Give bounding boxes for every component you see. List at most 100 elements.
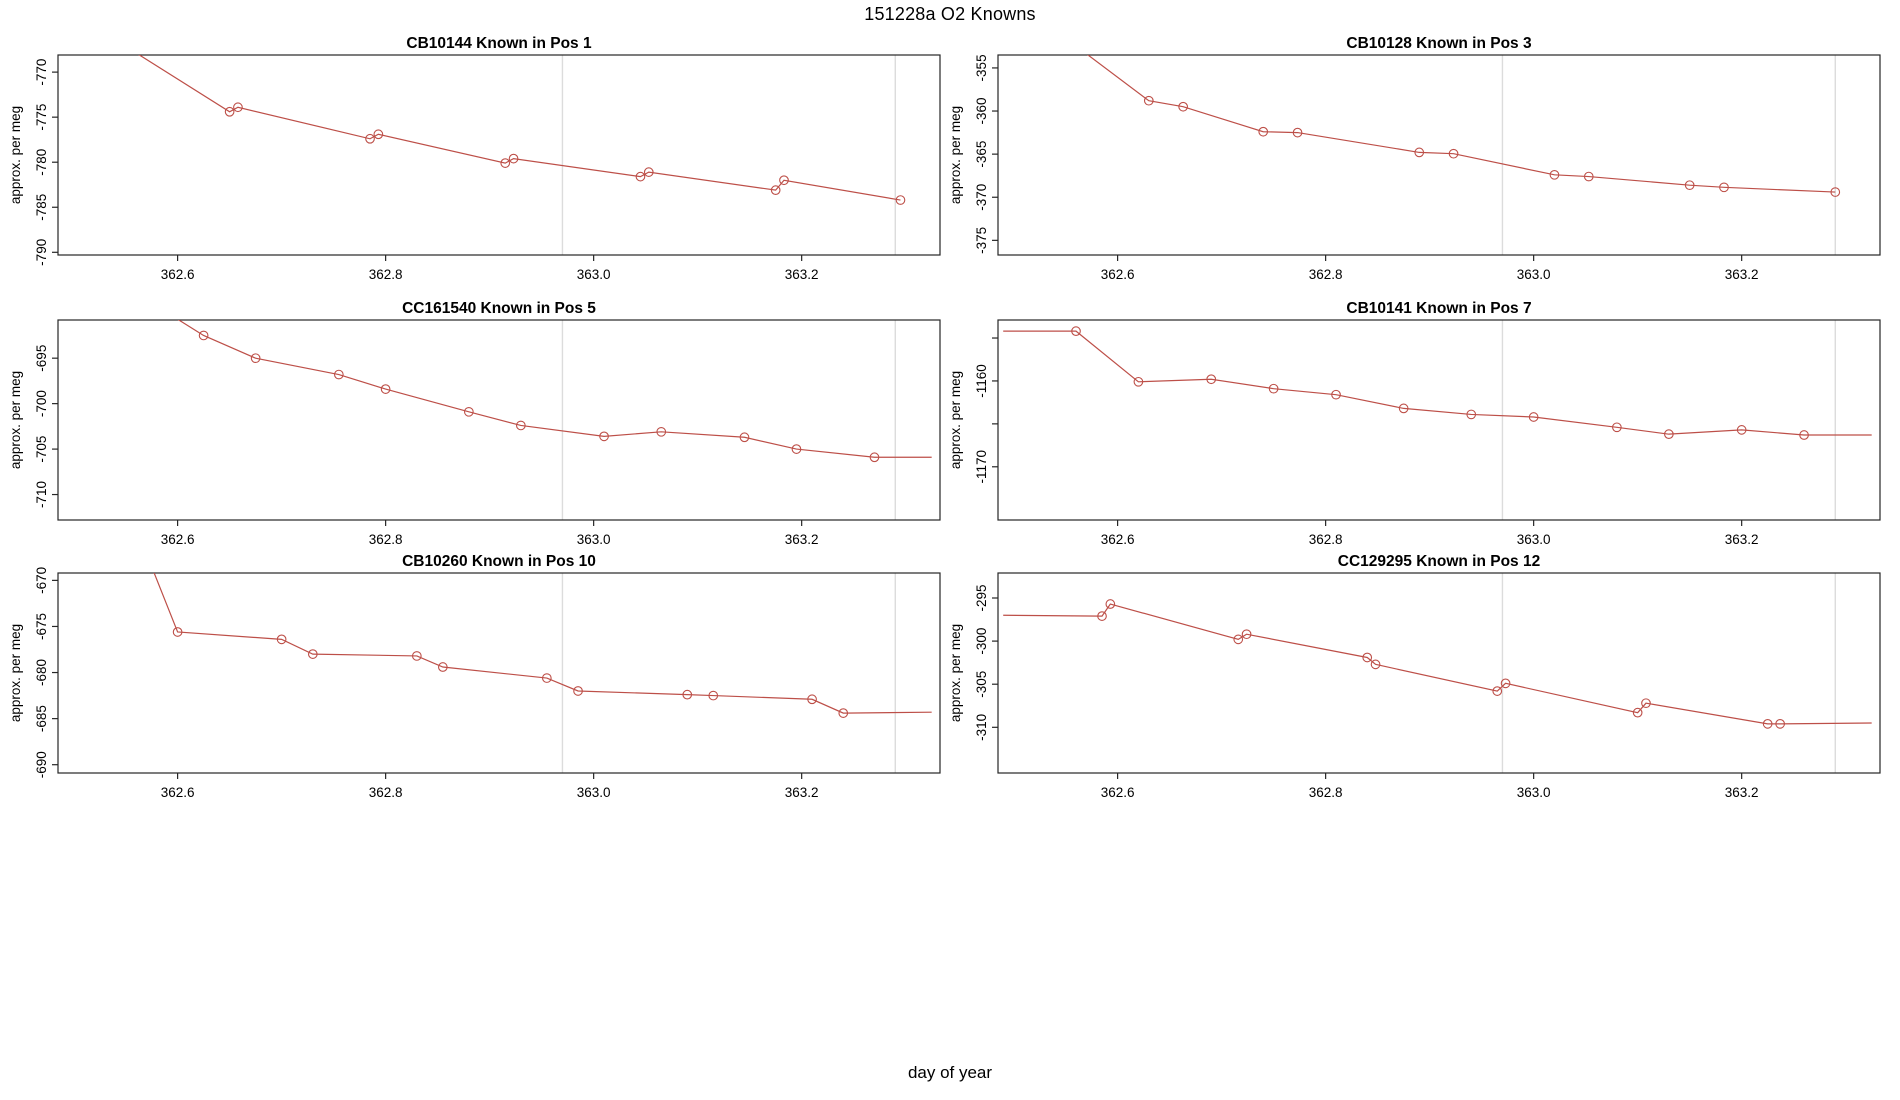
data-point-marker xyxy=(1632,707,1643,718)
data-line xyxy=(1003,330,1872,436)
data-point-marker xyxy=(224,106,235,117)
data-point-marker xyxy=(1466,409,1477,420)
y-axis-label: approx. per meg xyxy=(8,624,23,722)
data-point-marker xyxy=(1292,127,1303,138)
x-tick-label: 363.0 xyxy=(577,532,611,547)
x-tick-label: 363.0 xyxy=(1517,785,1551,800)
chart-panel: 362.6 362.8 363.0 363.2 -670 -675 -680 -685 -690… xyxy=(8,553,941,800)
series-group xyxy=(153,573,932,718)
data-point-marker xyxy=(791,444,802,454)
y-tick-label: -780 xyxy=(34,149,49,176)
plot-box xyxy=(997,572,1881,774)
x-tick-label: 362.8 xyxy=(369,785,403,800)
data-point-marker xyxy=(1762,719,1773,729)
x-tick-label: 362.6 xyxy=(161,532,195,547)
data-point-marker xyxy=(233,102,243,113)
data-point-marker xyxy=(1398,403,1409,414)
x-tick-label: 362.8 xyxy=(369,267,403,282)
data-line xyxy=(138,55,901,201)
data-point-marker xyxy=(1133,376,1144,387)
data-point-marker xyxy=(1105,599,1116,609)
y-axis-label: approx. per meg xyxy=(8,371,23,469)
data-point-marker xyxy=(1664,429,1674,440)
data-point-marker xyxy=(869,452,880,463)
data-point-marker xyxy=(437,662,448,672)
data-point-marker xyxy=(333,369,344,380)
data-point-marker xyxy=(1233,634,1244,645)
data-point-marker xyxy=(1641,698,1651,709)
x-tick-label: 363.2 xyxy=(785,267,819,282)
x-tick-label: 362.8 xyxy=(1309,785,1343,800)
data-point-marker xyxy=(250,353,261,364)
data-point-marker xyxy=(307,649,318,659)
plot-box xyxy=(997,319,1881,521)
data-point-marker xyxy=(656,426,667,437)
x-tick-label: 362.6 xyxy=(1101,785,1135,800)
x-tick-label: 363.2 xyxy=(1725,532,1759,547)
y-tick-label: -695 xyxy=(34,345,49,372)
x-axis-label: day of year xyxy=(907,1063,993,1082)
data-point-marker xyxy=(1500,678,1511,689)
data-point-marker xyxy=(276,634,287,645)
y-tick-label: -685 xyxy=(34,705,49,732)
data-point-marker xyxy=(365,133,375,144)
data-point-marker xyxy=(411,651,422,661)
data-point-marker xyxy=(1370,659,1381,670)
y-tick-label: -375 xyxy=(974,227,989,254)
x-tick-label: 362.6 xyxy=(161,785,195,800)
x-tick-label: 363.0 xyxy=(577,267,611,282)
x-tick-label: 362.6 xyxy=(1101,532,1135,547)
data-point-marker xyxy=(599,431,609,442)
data-point-marker xyxy=(573,686,583,696)
data-point-marker xyxy=(463,406,474,417)
x-tick-label: 362.8 xyxy=(369,532,403,547)
plot-box xyxy=(997,54,1881,256)
y-tick-label: -785 xyxy=(34,194,49,221)
x-tick-label: 363.0 xyxy=(577,785,611,800)
x-tick-label: 363.2 xyxy=(1725,267,1759,282)
data-point-marker xyxy=(1258,126,1269,137)
data-point-marker xyxy=(1241,629,1252,640)
data-point-marker xyxy=(500,158,511,168)
data-point-marker xyxy=(1612,422,1622,433)
y-tick-label: -770 xyxy=(34,59,49,86)
data-point-marker xyxy=(635,171,646,182)
y-tick-label: -690 xyxy=(34,751,49,778)
data-line xyxy=(1003,603,1872,725)
data-point-marker xyxy=(1206,374,1217,385)
data-point-marker xyxy=(682,689,693,700)
y-tick-label: -310 xyxy=(974,714,989,741)
data-point-marker xyxy=(508,153,519,164)
panel-title: CC129295 Known in Pos 12 xyxy=(1338,553,1540,570)
data-point-marker xyxy=(1799,430,1809,440)
x-tick-label: 362.8 xyxy=(1309,532,1343,547)
data-point-marker xyxy=(1684,180,1695,191)
data-point-marker xyxy=(1268,383,1279,394)
data-point-marker xyxy=(373,129,384,140)
y-axis-label: approx. per meg xyxy=(948,106,963,204)
chart-panel: 362.6 362.8 363.0 363.2 -1160 -1170 CB10141 Kn… xyxy=(948,300,1881,547)
y-tick-label: -300 xyxy=(974,628,989,655)
y-tick-label: -295 xyxy=(974,584,989,611)
panel-title: CC161540 Known in Pos 5 xyxy=(402,300,596,317)
x-tick-label: 363.0 xyxy=(1517,532,1551,547)
series-group xyxy=(177,320,932,463)
data-point-marker xyxy=(1549,169,1560,180)
x-tick-label: 363.2 xyxy=(785,532,819,547)
series-group xyxy=(1003,599,1872,729)
plot-box xyxy=(57,319,941,521)
data-point-marker xyxy=(1492,686,1503,696)
x-tick-label: 363.0 xyxy=(1517,267,1551,282)
data-point-marker xyxy=(1528,412,1539,422)
data-point-marker xyxy=(172,627,183,637)
data-point-marker xyxy=(1362,652,1373,663)
y-tick-label: -1160 xyxy=(974,364,989,398)
y-tick-label: -360 xyxy=(974,98,989,125)
data-line xyxy=(153,573,932,714)
data-point-marker xyxy=(895,195,906,205)
data-point-marker xyxy=(739,432,750,443)
x-tick-label: 363.2 xyxy=(1725,785,1759,800)
y-tick-label: -775 xyxy=(34,104,49,131)
